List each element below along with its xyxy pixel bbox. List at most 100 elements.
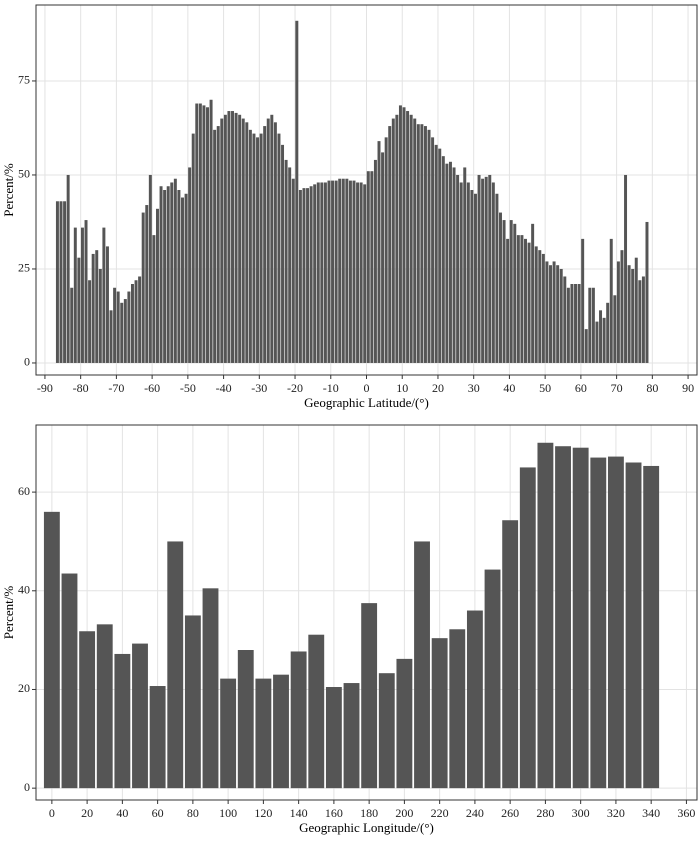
- bar: [96, 624, 113, 789]
- bar: [73, 227, 77, 363]
- bar: [252, 133, 256, 363]
- bar: [373, 159, 377, 363]
- bar: [366, 171, 370, 363]
- y-axis-title: Percent/%: [1, 586, 16, 640]
- bar: [277, 133, 281, 363]
- bar: [491, 182, 495, 363]
- bar: [616, 261, 620, 363]
- x-tick-label: 360: [677, 806, 695, 820]
- x-tick-label: 40: [116, 806, 128, 820]
- bar: [391, 118, 395, 363]
- bar: [502, 520, 519, 789]
- bar: [341, 178, 345, 363]
- bar: [55, 201, 59, 363]
- x-tick-label: 0: [49, 806, 55, 820]
- bar: [291, 178, 295, 363]
- bar: [384, 137, 388, 363]
- bar: [466, 610, 483, 789]
- bar: [643, 465, 660, 789]
- bar: [481, 178, 485, 363]
- bar: [288, 167, 292, 363]
- bar: [295, 20, 299, 363]
- bar: [463, 167, 467, 363]
- bar: [534, 246, 538, 363]
- bar: [270, 114, 274, 363]
- bar: [545, 261, 549, 363]
- x-tick-label: -30: [251, 381, 267, 395]
- bar: [559, 268, 563, 363]
- bar: [398, 105, 402, 363]
- bar: [509, 220, 513, 363]
- bar: [556, 265, 560, 363]
- x-tick-label: 20: [81, 806, 93, 820]
- bar: [456, 174, 460, 363]
- bar: [590, 457, 607, 789]
- bar: [181, 197, 184, 363]
- bar: [120, 302, 124, 363]
- y-tick-label: 50: [18, 167, 30, 181]
- bar: [184, 193, 188, 363]
- bar: [202, 105, 206, 363]
- bar: [127, 291, 131, 363]
- plot-border: [35, 424, 698, 801]
- bar: [591, 287, 595, 363]
- x-tick-label: 120: [254, 806, 272, 820]
- bar: [513, 223, 517, 363]
- bar: [170, 182, 174, 363]
- bar: [113, 287, 117, 363]
- bar: [452, 167, 456, 363]
- x-tick-label: 80: [187, 806, 199, 820]
- bar: [537, 442, 554, 789]
- bar: [538, 250, 542, 363]
- x-axis-title: Geographic Latitude/(°): [304, 395, 429, 410]
- bar: [290, 651, 307, 789]
- x-tick-label: 10: [396, 381, 408, 395]
- bar: [241, 118, 245, 363]
- bar: [245, 122, 249, 363]
- bar: [223, 114, 227, 363]
- bar: [359, 182, 363, 363]
- bar: [273, 122, 277, 363]
- bar: [625, 462, 642, 789]
- bar: [259, 133, 263, 363]
- bar: [414, 541, 430, 789]
- bar: [152, 235, 156, 363]
- bar: [624, 174, 628, 363]
- y-tick-label: 0: [24, 355, 30, 369]
- bar: [431, 638, 448, 789]
- bar: [581, 238, 585, 363]
- bar: [338, 178, 342, 363]
- bar: [477, 174, 481, 363]
- bar: [423, 126, 427, 363]
- x-tick-label: -20: [287, 381, 303, 395]
- bar: [413, 118, 417, 363]
- bar: [499, 212, 502, 363]
- bar: [70, 287, 74, 363]
- bar: [198, 103, 202, 363]
- x-tick-label: 50: [539, 381, 551, 395]
- y-tick-label: 25: [18, 261, 30, 275]
- bar: [602, 317, 606, 363]
- x-tick-label: -10: [323, 381, 339, 395]
- bar: [327, 180, 331, 363]
- bar: [434, 144, 438, 363]
- x-tick-label: -80: [73, 381, 89, 395]
- bar: [173, 178, 177, 363]
- bar: [273, 674, 289, 789]
- bar: [348, 180, 352, 363]
- bar: [149, 686, 166, 789]
- bar: [395, 114, 399, 363]
- bar: [406, 111, 410, 363]
- bar: [263, 126, 267, 363]
- y-tick-label: 20: [18, 681, 30, 695]
- bar: [409, 114, 413, 363]
- x-tick-label: -40: [216, 381, 232, 395]
- y-tick-label: 60: [18, 484, 30, 498]
- x-tick-label: 90: [682, 381, 694, 395]
- bar: [356, 182, 360, 363]
- bar: [256, 137, 260, 363]
- bar: [216, 126, 220, 363]
- bar: [79, 631, 96, 789]
- bar: [116, 291, 120, 363]
- bar: [167, 541, 184, 789]
